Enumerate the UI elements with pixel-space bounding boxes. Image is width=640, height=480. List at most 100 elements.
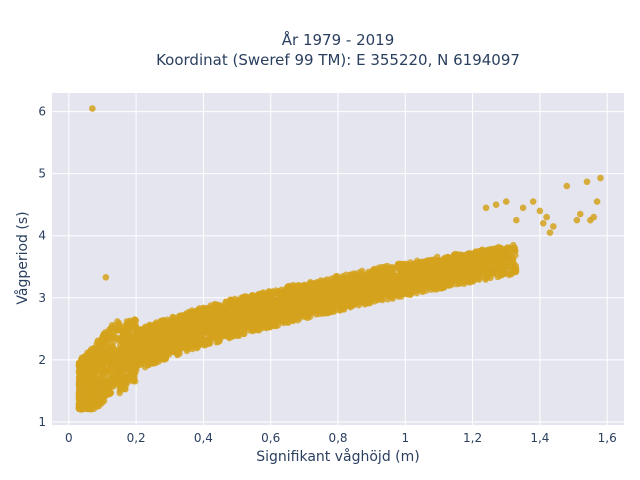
scatter-point — [89, 105, 96, 112]
cloud-point — [435, 259, 443, 267]
scatter-point — [573, 216, 581, 224]
cloud-point — [107, 347, 115, 354]
y-tick-label: 2 — [38, 353, 46, 367]
cloud-point — [331, 278, 339, 286]
cloud-point — [110, 361, 118, 368]
cloud-point — [391, 291, 399, 299]
cloud-point — [180, 332, 188, 340]
cloud-point — [132, 323, 140, 331]
cloud-point — [94, 337, 102, 344]
cloud-point — [465, 255, 473, 263]
cloud-point — [145, 361, 153, 369]
scatter-point — [543, 213, 550, 221]
cloud-point — [262, 313, 270, 321]
cloud-point — [356, 277, 364, 285]
scatter-point — [593, 198, 601, 205]
cloud-point — [483, 272, 490, 279]
cloud-point — [252, 299, 260, 307]
cloud-point — [312, 298, 320, 306]
cloud-point — [506, 270, 514, 277]
cloud-point — [150, 330, 158, 338]
scatter-point — [597, 174, 604, 182]
cloud-point — [342, 301, 350, 309]
cloud-point — [218, 324, 226, 332]
cloud-point — [232, 306, 240, 314]
x-tick-label: 1,6 — [598, 431, 617, 445]
cloud-point — [214, 338, 222, 346]
cloud-point — [409, 280, 417, 288]
cloud-point — [307, 308, 315, 316]
cloud-point — [103, 379, 111, 387]
cloud-point — [291, 310, 299, 318]
cloud-point — [80, 381, 88, 389]
cloud-point — [288, 288, 296, 296]
y-tick-label: 6 — [38, 105, 46, 119]
cloud-point — [409, 261, 417, 269]
scatter-point — [82, 396, 89, 404]
cloud-point — [160, 316, 167, 324]
cloud-point — [361, 281, 369, 289]
cloud-point — [259, 293, 267, 301]
y-axis-title: Vågperiod (s) — [14, 211, 31, 304]
x-tick-label: 0,8 — [328, 431, 347, 445]
cloud-point — [473, 257, 480, 264]
cloud-point — [357, 271, 365, 279]
cloud-point — [374, 295, 382, 303]
cloud-point — [359, 287, 367, 295]
x-tick-label: 1,2 — [463, 431, 482, 445]
cloud-point — [124, 360, 132, 368]
cloud-point — [461, 277, 469, 285]
cloud-point — [444, 253, 452, 261]
cloud-point — [235, 313, 243, 321]
cloud-point — [432, 280, 440, 288]
cloud-point — [237, 322, 245, 330]
cloud-point — [217, 311, 225, 319]
cloud-point — [400, 275, 408, 283]
cloud-point — [173, 340, 181, 348]
cloud-point — [305, 285, 313, 293]
cloud-point — [177, 316, 185, 324]
grid — [52, 93, 624, 425]
cloud-point — [117, 352, 125, 360]
cloud-point — [121, 330, 129, 337]
cloud-point — [198, 311, 206, 319]
scatter-point — [583, 178, 591, 186]
cloud-point — [213, 303, 221, 310]
cloud-point — [228, 301, 236, 309]
cloud-point — [216, 332, 224, 340]
cloud-point — [138, 355, 146, 363]
cloud-point — [208, 332, 216, 340]
cloud-point — [143, 348, 151, 356]
cloud-point — [226, 311, 234, 319]
chart-title-line-2: Koordinat (Sweref 99 TM): E 355220, N 61… — [156, 51, 520, 69]
cloud-point — [115, 321, 122, 329]
cloud-point — [132, 333, 140, 341]
cloud-point — [155, 345, 163, 353]
cloud-point — [468, 263, 476, 271]
scatter-point — [536, 207, 544, 215]
cloud-point — [137, 331, 145, 339]
cloud-point — [87, 396, 94, 404]
cloud-point — [106, 388, 113, 395]
cloud-point — [462, 261, 470, 269]
cloud-point — [201, 323, 209, 331]
cloud-point — [223, 317, 231, 325]
cloud-point — [271, 311, 279, 319]
scatter-point — [482, 204, 490, 212]
cloud-point — [420, 258, 428, 266]
cloud-point — [460, 267, 468, 275]
cloud-point — [207, 316, 215, 324]
cloud-point — [92, 361, 99, 368]
cloud-point — [427, 257, 435, 265]
cloud-point — [110, 334, 118, 341]
scatter-point — [539, 220, 547, 227]
cloud-point — [119, 342, 127, 350]
cloud-point — [440, 284, 447, 291]
cloud-point — [372, 268, 380, 276]
cloud-point — [305, 298, 313, 306]
cloud-point — [171, 332, 179, 340]
x-tick-label: 0,6 — [261, 431, 280, 445]
cloud-point — [230, 318, 238, 326]
cloud-point — [294, 290, 302, 298]
point-cloud — [75, 241, 520, 413]
